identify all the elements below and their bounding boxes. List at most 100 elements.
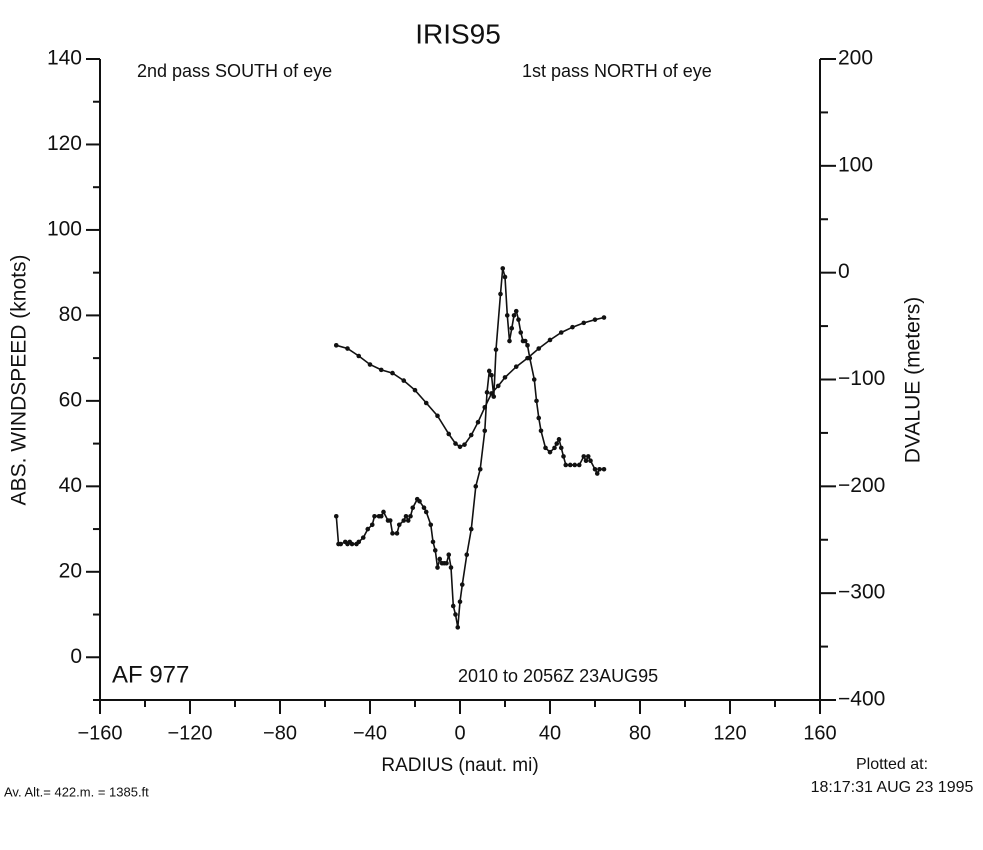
data-point: [536, 346, 542, 351]
data-point: [367, 362, 373, 367]
data-point: [522, 338, 528, 344]
data-point: [450, 603, 456, 609]
y-tick-label: 40: [59, 474, 82, 497]
data-point: [430, 539, 436, 545]
x-tick-label: 40: [539, 722, 561, 744]
data-point: [446, 552, 452, 558]
y2-tick-label: −400: [838, 688, 885, 711]
data-point: [552, 445, 557, 451]
data-point: [421, 505, 427, 511]
data-point: [507, 338, 512, 344]
data-point: [468, 526, 474, 532]
data-point: [401, 378, 407, 383]
x-tick-label: 80: [629, 722, 651, 744]
x-tick-label: 120: [713, 722, 746, 744]
data-point: [583, 458, 589, 463]
x-tick-label: −40: [353, 722, 387, 744]
data-point: [491, 394, 497, 399]
data-point: [428, 522, 434, 528]
data-point: [453, 441, 458, 446]
data-point: [576, 462, 582, 468]
data-point: [356, 539, 362, 545]
data-point: [437, 556, 443, 562]
y2-tick-label: 100: [838, 153, 873, 176]
data-point: [423, 400, 429, 406]
x-axis-label: RADIUS (naut. mi): [381, 755, 538, 776]
data-point: [498, 291, 503, 297]
data-point: [401, 518, 407, 523]
data-point: [349, 541, 355, 547]
data-point: [356, 353, 362, 359]
data-point: [531, 377, 537, 382]
y2-axis-label: DVALUE (meters): [902, 297, 925, 463]
data-point: [547, 337, 553, 343]
y2-tick-label: −200: [838, 474, 885, 497]
data-point: [365, 526, 371, 532]
data-point: [493, 347, 499, 352]
data-point: [435, 565, 440, 570]
data-point: [585, 454, 591, 459]
data-point: [475, 419, 481, 425]
annotation: 2nd pass SOUTH of eye: [137, 61, 332, 81]
footnote: Av. Alt.= 422.m. = 1385.ft: [4, 784, 149, 799]
data-point: [477, 466, 483, 472]
data-point: [394, 531, 400, 536]
y2-tick-label: −300: [838, 581, 885, 604]
data-point: [592, 466, 598, 472]
footnote: Plotted at:: [856, 756, 928, 773]
data-point: [345, 346, 350, 351]
data-point: [417, 498, 422, 504]
data-point: [502, 274, 508, 280]
y2-tick-label: 0: [838, 260, 850, 283]
data-point: [500, 266, 506, 271]
data-point: [554, 441, 560, 446]
data-point: [489, 372, 494, 378]
chart-title: IRIS95: [415, 18, 501, 49]
data-point: [482, 428, 488, 434]
data-point: [369, 522, 375, 528]
x-tick-label: 160: [803, 722, 836, 744]
data-point: [601, 466, 607, 472]
data-point: [489, 391, 494, 396]
data-point: [502, 375, 508, 380]
data-point: [338, 541, 344, 547]
data-point: [563, 462, 569, 468]
data-point: [525, 355, 530, 361]
data-point: [444, 560, 449, 566]
y2-tick-label: −100: [838, 367, 885, 390]
data-point: [513, 308, 519, 314]
data-point: [464, 552, 470, 558]
data-point: [592, 317, 598, 322]
data-point: [446, 431, 452, 437]
data-point: [435, 413, 440, 419]
data-point: [403, 513, 409, 519]
series-line: [336, 316, 605, 448]
data-point: [534, 398, 539, 404]
data-point: [570, 324, 575, 330]
data-point: [378, 367, 384, 373]
series-line: [335, 268, 604, 628]
y-tick-label: 100: [47, 217, 82, 240]
data-point: [516, 317, 521, 322]
data-point: [518, 330, 524, 335]
data-point: [558, 445, 564, 451]
data-point: [360, 535, 366, 540]
data-point: [588, 458, 593, 463]
data-point: [538, 428, 544, 434]
data-point: [333, 513, 339, 519]
data-point: [387, 518, 393, 523]
annotation: 1st pass NORTH of eye: [522, 61, 712, 81]
data-point: [482, 404, 488, 410]
data-point: [486, 368, 492, 374]
data-point: [495, 383, 501, 389]
data-point: [509, 325, 515, 331]
data-point: [390, 370, 395, 376]
data-point: [372, 513, 377, 519]
data-point: [543, 445, 548, 451]
data-point: [511, 313, 517, 318]
x-tick-label: −120: [167, 722, 212, 744]
data-point: [536, 415, 542, 421]
data-point: [459, 582, 465, 587]
data-point: [396, 522, 402, 528]
